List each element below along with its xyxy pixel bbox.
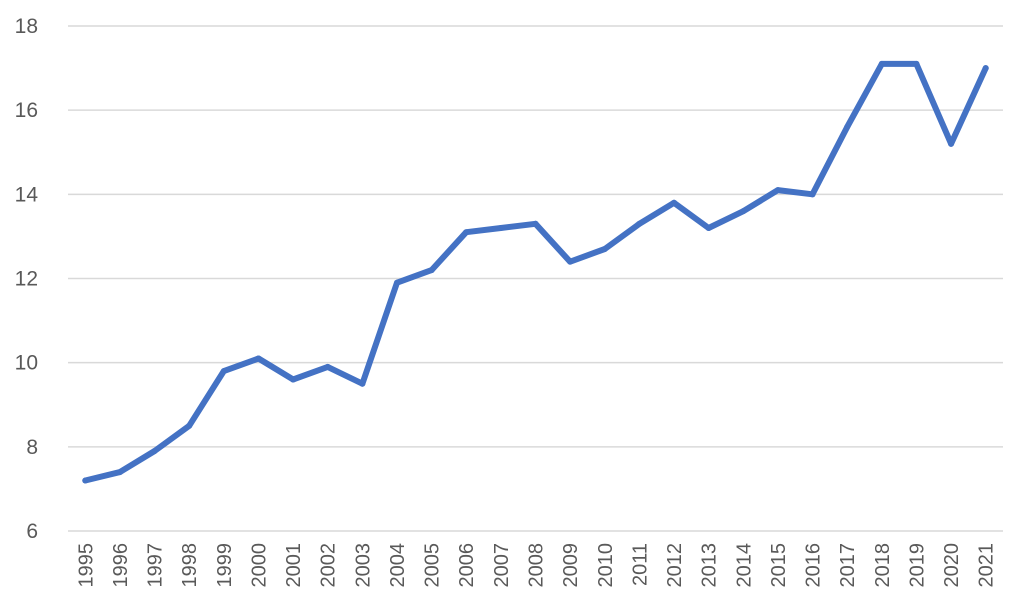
data-point (844, 124, 851, 130)
data-point (186, 422, 193, 429)
data-point (809, 191, 816, 198)
x-axis-tick-labels: 1995 1996 1997 1998 1999 2000 2001 2002 2003 2004… (75, 543, 997, 588)
data-point (116, 469, 123, 476)
x-tick-label: 1999 (214, 543, 236, 588)
y-axis-tick-labels: 6 8 10 12 14 16 18 (15, 15, 39, 543)
x-tick-label: 2018 (872, 543, 894, 588)
data-point (948, 140, 955, 147)
data-point (671, 199, 678, 206)
data-point (567, 258, 574, 265)
data-point (601, 246, 608, 253)
x-tick-label: 2020 (941, 543, 963, 588)
x-tick-label: 2007 (491, 543, 513, 588)
x-tick-label: 2021 (976, 543, 998, 588)
y-tick-label: 16 (15, 99, 38, 122)
x-tick-label: 2010 (595, 543, 617, 588)
data-point (982, 65, 989, 72)
x-tick-label: 2017 (837, 543, 859, 588)
x-tick-label: 1998 (179, 543, 201, 588)
series-layer (82, 60, 989, 484)
x-tick-label: 1996 (110, 543, 132, 588)
data-point (220, 368, 227, 375)
y-tick-label: 10 (15, 352, 38, 375)
x-tick-label: 2004 (387, 543, 409, 588)
y-tick-label: 6 (26, 520, 38, 543)
x-tick-label: 2019 (906, 543, 928, 588)
x-tick-label: 1995 (75, 543, 97, 588)
x-tick-label: 2016 (803, 543, 825, 588)
x-tick-label: 2002 (318, 543, 340, 588)
data-point (290, 376, 297, 383)
x-tick-label: 2015 (768, 543, 790, 588)
x-tick-label: 2011 (629, 543, 651, 586)
data-point (913, 60, 920, 67)
series-line (82, 60, 989, 484)
y-tick-label: 12 (15, 268, 38, 291)
x-tick-label: 2013 (699, 543, 721, 588)
data-point (393, 279, 400, 286)
data-point (774, 187, 781, 194)
data-point (740, 208, 747, 215)
data-point (151, 448, 158, 455)
data-point (255, 355, 262, 362)
data-point (359, 380, 366, 387)
x-tick-label: 2003 (352, 543, 374, 588)
data-point (463, 229, 470, 236)
data-point (324, 363, 331, 370)
data-point (636, 220, 643, 227)
x-tick-label: 2005 (422, 543, 444, 588)
data-point (878, 60, 885, 67)
y-tick-label: 8 (26, 436, 38, 459)
data-point (705, 225, 712, 231)
x-tick-label: 1997 (145, 543, 167, 588)
gridlines (68, 25, 1003, 532)
x-tick-label: 2012 (664, 543, 686, 588)
y-tick-label: 18 (15, 15, 38, 38)
x-tick-label: 2014 (733, 543, 755, 588)
data-point (497, 225, 504, 231)
x-tick-label: 2001 (283, 543, 305, 588)
data-point (82, 477, 89, 484)
y-tick-label: 14 (15, 183, 39, 206)
x-tick-label: 2008 (526, 543, 548, 588)
x-tick-label: 2006 (456, 543, 478, 588)
x-tick-label: 2000 (248, 543, 270, 588)
data-point (532, 220, 539, 227)
data-point (428, 267, 435, 274)
x-tick-label: 2009 (560, 543, 582, 588)
